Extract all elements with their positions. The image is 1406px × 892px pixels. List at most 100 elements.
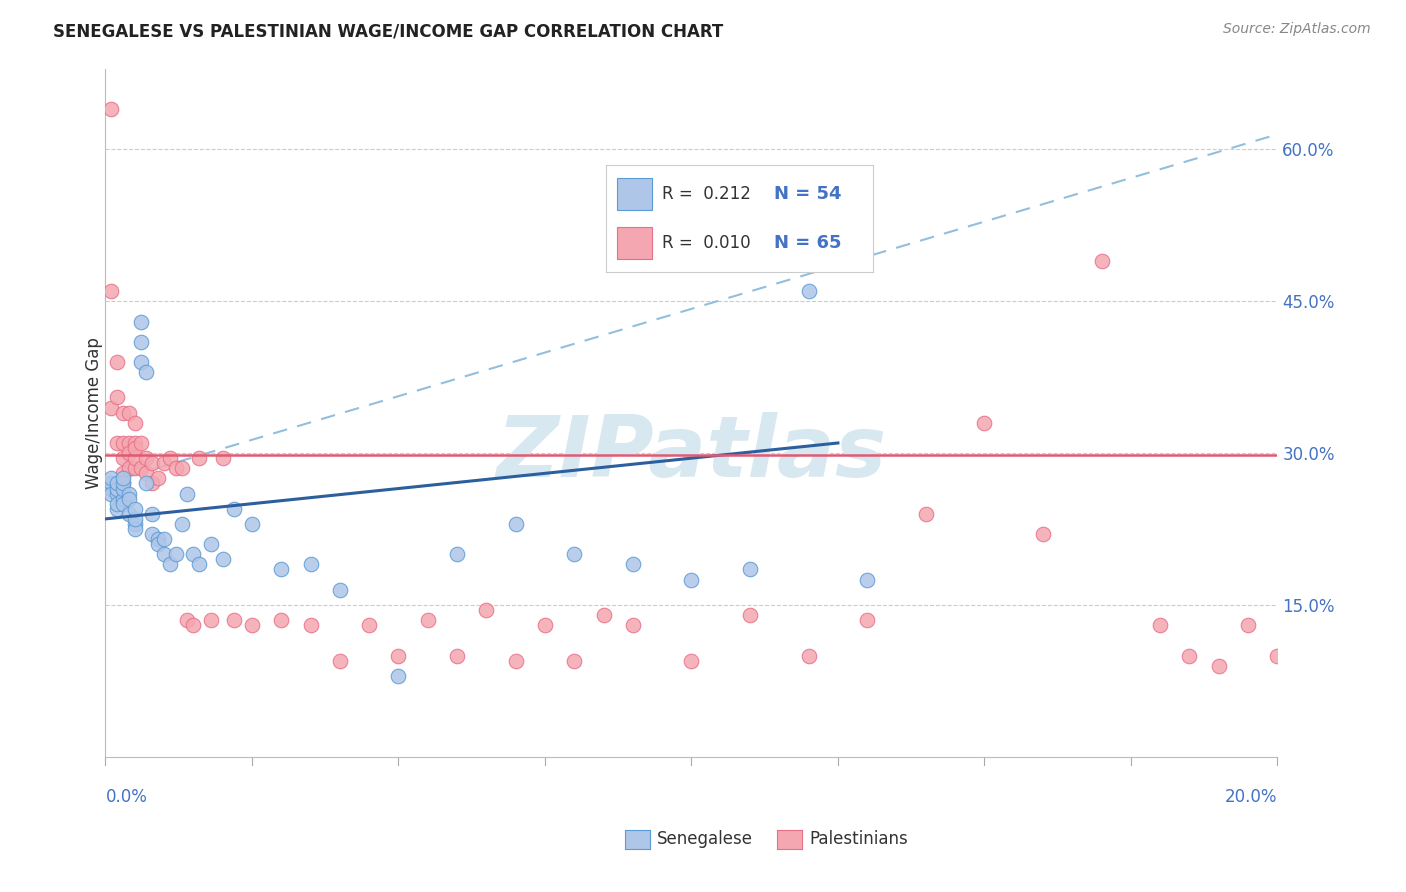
Point [124,516,146,531]
Point [146,532,169,546]
Point [200,537,222,551]
Point [270,562,292,576]
Point [111,451,134,466]
Point [153,456,176,470]
Bar [617,227,651,259]
Point [129,334,152,349]
Point [211,552,233,566]
Text: N = 65: N = 65 [775,234,842,252]
Point [181,618,204,632]
Point [299,558,322,572]
Point [111,471,134,485]
Point [592,608,614,623]
Point [141,527,163,541]
Point [129,461,152,475]
Point [387,669,409,683]
Point [914,507,936,521]
Point [1267,648,1289,663]
Point [1208,658,1230,673]
Point [153,547,176,561]
Point [124,501,146,516]
Point [129,314,152,328]
Point [141,456,163,470]
Point [105,436,128,450]
Point [973,416,995,430]
Point [681,573,703,587]
Point [1149,618,1171,632]
Point [188,451,211,466]
Point [124,416,146,430]
Point [111,476,134,491]
Point [135,467,157,481]
Point [505,516,527,531]
Bar [617,178,651,211]
Point [111,476,134,491]
Point [329,654,352,668]
Point [100,102,122,116]
Point [124,522,146,536]
Point [129,436,152,450]
Point [146,471,169,485]
Text: Palestinians: Palestinians [810,830,908,848]
Point [111,406,134,420]
Point [200,613,222,627]
Point [118,461,141,475]
Point [797,284,820,298]
Point [118,507,141,521]
Point [118,491,141,506]
Point [224,501,246,516]
Point [111,491,134,506]
Text: SENEGALESE VS PALESTINIAN WAGE/INCOME GAP CORRELATION CHART: SENEGALESE VS PALESTINIAN WAGE/INCOME GA… [53,22,724,40]
Point [856,573,879,587]
Point [105,486,128,500]
Point [105,391,128,405]
Point [681,654,703,668]
Point [111,497,134,511]
Point [1178,648,1201,663]
Text: 20.0%: 20.0% [1225,788,1278,805]
Point [159,558,181,572]
Text: R =  0.212: R = 0.212 [662,186,751,203]
Point [1237,618,1260,632]
Text: ZIPatlas: ZIPatlas [496,412,887,495]
Point [135,451,157,466]
Point [534,618,557,632]
Point [181,547,204,561]
Point [387,648,409,663]
Point [135,476,157,491]
Point [111,436,134,450]
Point [124,436,146,450]
Point [100,471,122,485]
Point [240,516,263,531]
Point [111,482,134,496]
Point [738,608,761,623]
Point [621,618,644,632]
Point [165,547,187,561]
Point [562,654,585,668]
Point [446,547,468,561]
Point [118,486,141,500]
Point [176,613,198,627]
Point [159,451,181,466]
Text: N = 54: N = 54 [775,186,842,203]
Point [135,365,157,379]
Point [105,482,128,496]
Point [224,613,246,627]
Point [105,476,128,491]
Point [738,562,761,576]
Point [124,461,146,475]
Point [176,486,198,500]
Point [562,547,585,561]
Point [475,603,498,617]
Point [1090,253,1112,268]
Point [100,476,122,491]
Point [105,476,128,491]
Point [211,451,233,466]
Point [446,648,468,663]
Point [105,355,128,369]
Point [141,507,163,521]
Text: Source: ZipAtlas.com: Source: ZipAtlas.com [1223,22,1371,37]
Point [105,501,128,516]
Point [118,446,141,460]
Point [105,497,128,511]
